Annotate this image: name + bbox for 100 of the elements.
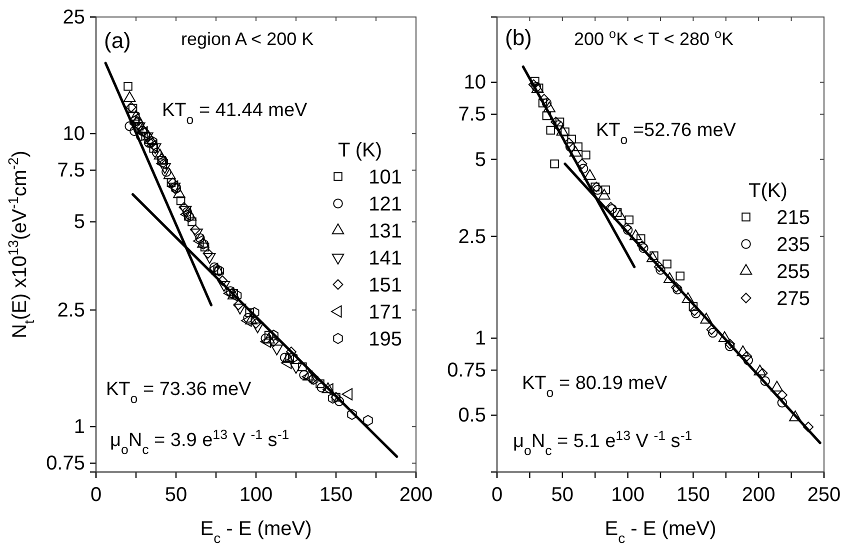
x-tick-label: 200	[399, 484, 433, 506]
point	[531, 82, 542, 92]
legend-label: 141	[368, 248, 402, 270]
point	[672, 284, 682, 294]
y-tick-label: 10	[464, 72, 486, 94]
x-tick-label: 0	[491, 484, 503, 506]
x-axis-title: E$_{c}$ - E (meV)	[604, 518, 716, 546]
y-tick-label: 7.5	[57, 160, 85, 182]
y-tick-label: 5	[474, 148, 486, 171]
point	[152, 148, 162, 158]
point	[233, 300, 244, 310]
y-tick-label: 2.5	[458, 226, 486, 248]
point	[128, 104, 138, 113]
legend-label: 215	[776, 207, 810, 229]
point	[689, 306, 700, 316]
point	[606, 202, 616, 212]
point	[202, 248, 214, 259]
point	[546, 126, 555, 135]
point	[564, 138, 574, 148]
point	[607, 204, 617, 214]
point	[347, 408, 357, 420]
point	[124, 121, 134, 132]
point	[144, 138, 154, 148]
y-tick-label: 10	[62, 123, 85, 145]
point	[217, 275, 228, 286]
point	[700, 312, 712, 324]
point	[302, 370, 313, 383]
point	[214, 265, 224, 276]
point	[578, 164, 588, 174]
point	[592, 184, 603, 195]
point	[130, 126, 140, 136]
point	[268, 330, 278, 341]
x-tick-label: 150	[676, 484, 710, 506]
text: μ$_{o}$N$_{c}$ = 5.1 e$^{13}$ V $^{-1}$ s$^{-1}$	[513, 428, 692, 458]
x-tick-label: 250	[807, 484, 841, 506]
y-tick-label: 0.75	[46, 452, 85, 475]
legend-label: 235	[776, 234, 810, 256]
point	[316, 379, 324, 388]
point	[590, 182, 600, 192]
point	[188, 217, 196, 226]
point	[555, 118, 564, 126]
point	[757, 368, 768, 378]
annotation: (a)	[104, 28, 131, 53]
legend-label: 151	[368, 274, 402, 296]
point	[190, 224, 200, 235]
point	[567, 134, 576, 144]
point	[542, 111, 552, 120]
point	[178, 202, 190, 213]
legend-label: 131	[368, 220, 402, 242]
point	[250, 318, 262, 329]
annotation: (b)	[505, 25, 532, 50]
point	[760, 376, 770, 386]
y-tick-label: 0.75	[447, 360, 486, 382]
point	[576, 158, 588, 170]
y-tick-label: 1	[74, 416, 85, 438]
annotation: region A < 200 K	[181, 29, 314, 49]
annotation: KT$_{o}$ = 80.19 meV	[522, 373, 668, 400]
point	[250, 307, 260, 318]
point	[776, 390, 788, 400]
point	[530, 76, 540, 86]
point	[156, 154, 167, 164]
point	[554, 120, 564, 130]
annotation: KT$_{o}$ = 73.36 meV	[106, 379, 252, 406]
point	[538, 94, 550, 104]
point	[286, 346, 296, 358]
y-tick-label: 25	[62, 6, 85, 28]
legend-title: T (K)	[338, 140, 382, 162]
point	[621, 222, 632, 234]
point	[322, 383, 334, 396]
point	[316, 382, 326, 392]
point	[126, 102, 136, 112]
y-tick-label: 0.5	[458, 404, 486, 427]
point	[688, 302, 698, 311]
legend-label: 195	[368, 328, 402, 350]
point	[676, 272, 684, 280]
x-tick-label: 0	[90, 484, 102, 506]
point	[662, 260, 672, 268]
point	[182, 207, 192, 217]
point	[280, 352, 290, 362]
point	[363, 414, 373, 426]
point	[542, 98, 552, 108]
point	[210, 262, 220, 272]
point	[342, 388, 353, 400]
point	[654, 262, 664, 272]
legend-title: T(K)	[748, 180, 788, 202]
point	[708, 328, 718, 338]
point	[724, 338, 736, 350]
annotation: KT$_{o}$ = 41.44 meV	[162, 100, 308, 126]
point	[550, 160, 559, 168]
point	[803, 422, 814, 432]
point	[543, 102, 556, 112]
legend-label: 255	[776, 261, 810, 283]
text: μ$_{o}$N$_{c}$ = 3.9 e$^{13}$ V $^{-1}$ s$^{-1}$	[110, 426, 290, 456]
point	[168, 177, 178, 188]
annotation: KT$_{o}$ =52.76 meV	[596, 120, 736, 146]
x-tick-label: 100	[239, 484, 273, 506]
legend-label: 171	[368, 302, 402, 324]
point	[124, 82, 132, 91]
y-tick-label: 7.5	[458, 104, 486, 126]
point	[743, 355, 754, 366]
